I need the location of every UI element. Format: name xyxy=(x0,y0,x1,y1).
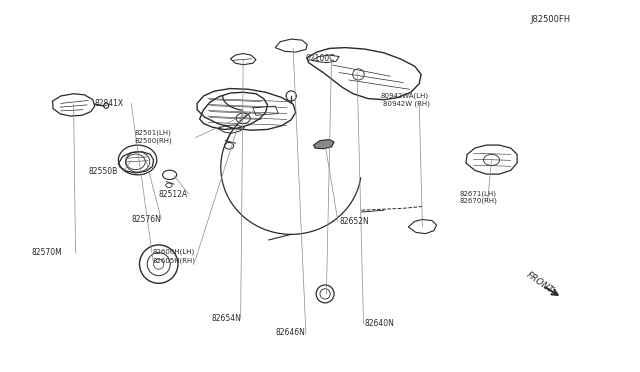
Text: 82652N: 82652N xyxy=(339,217,369,226)
Text: 80942WA(LH): 80942WA(LH) xyxy=(381,93,429,99)
Text: 82646N: 82646N xyxy=(275,328,305,337)
Text: 82841X: 82841X xyxy=(95,99,124,108)
Text: 82606H(LH): 82606H(LH) xyxy=(152,249,195,256)
Text: 82501(LH): 82501(LH) xyxy=(134,130,172,137)
Text: 82670(RH): 82670(RH) xyxy=(460,198,497,204)
Text: 82671(LH): 82671(LH) xyxy=(460,190,497,197)
Text: 82500(RH): 82500(RH) xyxy=(134,137,172,144)
Text: 82654N: 82654N xyxy=(211,314,241,323)
Text: 82605H(RH): 82605H(RH) xyxy=(152,257,195,264)
Text: 80942W (RH): 80942W (RH) xyxy=(383,100,429,107)
Text: 82550B: 82550B xyxy=(88,167,118,176)
Polygon shape xyxy=(314,140,334,149)
Text: 82570M: 82570M xyxy=(32,248,63,257)
Text: FRONT: FRONT xyxy=(525,270,555,295)
Text: 82512A: 82512A xyxy=(159,190,188,199)
Text: J82500FH: J82500FH xyxy=(530,15,570,24)
Text: 82640N: 82640N xyxy=(365,319,395,328)
Text: 02100C: 02100C xyxy=(306,54,335,63)
Text: 82576N: 82576N xyxy=(131,215,161,224)
